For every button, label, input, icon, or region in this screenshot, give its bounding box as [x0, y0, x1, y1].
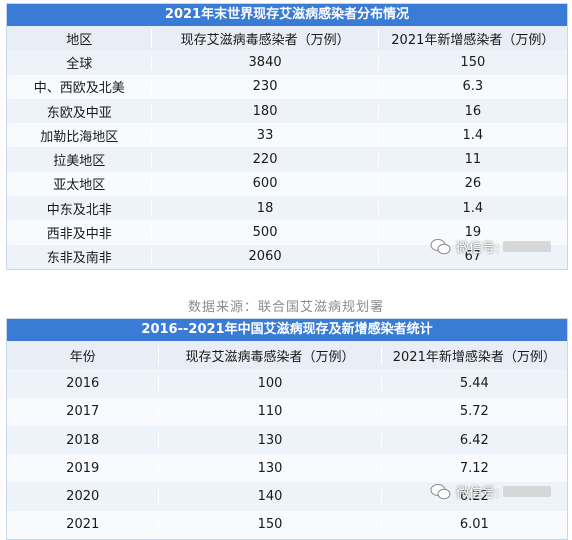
cell-new: 6.3 — [377, 79, 567, 95]
header-region: 地区 — [66, 32, 93, 48]
cell-new: 16 — [377, 103, 567, 119]
cell-new: 11 — [377, 152, 567, 168]
table-row: 2019 130 7.12 — [7, 454, 567, 483]
watermark-redacted — [503, 486, 552, 497]
world-hiv-table: 2021年末世界现存艾滋病感染者分布情况 地区 现存艾滋病毒感染者（万例） 20… — [6, 3, 568, 270]
cell-new: 5.44 — [380, 375, 567, 391]
watermark-redacted — [503, 241, 552, 252]
cell-existing: 130 — [158, 432, 380, 448]
cell-label: 中、西欧及北美 — [33, 81, 125, 97]
table-row: 加勒比海地区 33 1.4 — [7, 123, 567, 148]
cell-existing: 600 — [151, 176, 377, 192]
cell-existing: 100 — [158, 375, 380, 391]
china-table-body: 2016 100 5.44 2017 110 5.72 2018 130 6.42 2019 130… — [7, 369, 567, 540]
cell-existing: 500 — [151, 225, 377, 241]
wechat-icon — [430, 238, 451, 254]
cell-existing: 220 — [151, 152, 377, 168]
cell-existing: 2060 — [151, 249, 377, 265]
cell-label: 加勒比海地区 — [40, 129, 119, 145]
table-row: 亚太地区 600 26 — [7, 171, 567, 197]
cell-new: 150 — [377, 54, 567, 70]
table-row: 拉美地区 220 11 — [7, 147, 567, 172]
header-new: 2021年新增感染者（万例） — [380, 345, 567, 365]
header-new: 2021年新增感染者（万例） — [377, 28, 567, 48]
cell-label: 西非及中非 — [46, 227, 112, 243]
cell-new: 19 — [377, 225, 567, 241]
data-source-note: 数据来源：联合国艾滋病规划署 — [187, 300, 384, 315]
table-row: 2018 130 6.42 — [7, 425, 567, 455]
cell-label: 2018 — [66, 432, 100, 448]
table-row: 中东及北非 18 1.4 — [7, 196, 567, 221]
cell-new: 67 — [377, 249, 567, 265]
cell-new: 6.42 — [380, 432, 567, 448]
cell-label: 东欧及中亚 — [46, 105, 112, 121]
watermark: 微信号: — [430, 237, 552, 256]
cell-label: 2016 — [66, 375, 100, 391]
cell-new: 26 — [377, 176, 567, 192]
wechat-icon — [430, 483, 451, 499]
cell-label: 2020 — [66, 489, 100, 505]
header-year: 年份 — [69, 349, 96, 365]
cell-existing: 140 — [158, 489, 380, 505]
table-row: 2021 150 6.01 — [7, 510, 567, 540]
world-table-header: 地区 现存艾滋病毒感染者（万例） 2021年新增感染者（万例） — [7, 26, 567, 51]
table-row: 2020 140 6.22 — [7, 482, 567, 511]
cell-label: 全球 — [66, 56, 93, 72]
table-row: 2016 100 5.44 — [7, 369, 567, 398]
cell-label: 拉美地区 — [53, 154, 106, 170]
watermark-label: 微信号: — [456, 241, 500, 256]
world-table-body: 全球 3840 150 中、西欧及北美 230 6.3 东欧及中亚 180 16 加勒比海地区 33… — [7, 50, 567, 269]
table-row: 东欧及中亚 180 16 — [7, 98, 567, 124]
cell-existing: 130 — [158, 460, 380, 476]
cell-label: 2019 — [66, 460, 100, 476]
china-table-header: 年份 现存艾滋病毒感染者（万例） 2021年新增感染者（万例） — [7, 341, 567, 370]
cell-existing: 110 — [158, 404, 380, 420]
table-row: 中、西欧及北美 230 6.3 — [7, 74, 567, 99]
world-table-title: 2021年末世界现存艾滋病感染者分布情况 — [7, 4, 567, 26]
cell-label: 2017 — [66, 404, 100, 420]
cell-existing: 230 — [151, 79, 377, 95]
table-row: 西非及中非 500 19 — [7, 220, 567, 245]
cell-label: 东非及南非 — [46, 251, 112, 267]
watermark-label: 微信号: — [456, 486, 500, 501]
cell-new: 1.4 — [377, 200, 567, 216]
table-row: 东非及南非 2060 67 — [7, 244, 567, 269]
cell-existing: 33 — [151, 127, 377, 143]
header-existing: 现存艾滋病毒感染者（万例） — [151, 28, 377, 48]
table-row: 2017 110 5.72 — [7, 397, 567, 426]
cell-new: 6.01 — [380, 517, 567, 533]
cell-existing: 150 — [158, 517, 380, 533]
cell-existing: 3840 — [151, 54, 377, 70]
table-row: 全球 3840 150 — [7, 50, 567, 75]
cell-new: 6.22 — [380, 489, 567, 505]
cell-new: 5.72 — [380, 404, 567, 420]
cell-existing: 18 — [151, 200, 377, 216]
header-existing: 现存艾滋病毒感染者（万例） — [158, 345, 380, 365]
cell-new: 7.12 — [380, 460, 567, 476]
cell-label: 中东及北非 — [46, 202, 112, 218]
cell-existing: 180 — [151, 103, 377, 119]
cell-label: 2021 — [66, 517, 100, 533]
china-hiv-table: 2016--2021年中国艾滋病现存及新增感染者统计 年份 现存艾滋病毒感染者（… — [6, 318, 568, 540]
watermark: 微信号: — [430, 482, 552, 501]
cell-label: 亚太地区 — [53, 178, 106, 194]
cell-new: 1.4 — [377, 127, 567, 143]
china-table-title: 2016--2021年中国艾滋病现存及新增感染者统计 — [7, 319, 567, 341]
